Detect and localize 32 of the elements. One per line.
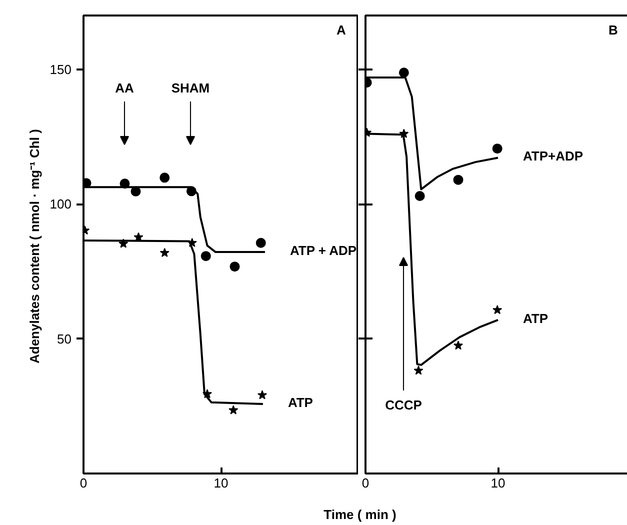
point (414, 191, 425, 201)
point (492, 304, 502, 314)
annotation: CCCP (385, 398, 422, 412)
text: B (608, 22, 618, 38)
point (256, 238, 266, 248)
y-tick-label: 100 (50, 196, 72, 212)
point (492, 144, 502, 154)
series-label: ATP+ADP (523, 148, 584, 164)
point (160, 172, 170, 183)
y-tick-label: 50 (57, 331, 72, 346)
point (453, 174, 464, 185)
x-tick-label: 10 (214, 476, 228, 490)
point (453, 340, 464, 350)
point (257, 390, 268, 400)
x-tick-label: 0 (80, 476, 88, 490)
x-axis-title: Time ( min ) (324, 506, 396, 524)
point (230, 262, 240, 272)
point (398, 68, 409, 78)
series-label: ATP + ADP (290, 243, 357, 258)
text: A (336, 22, 346, 38)
annotation: SHAM (171, 80, 210, 96)
annotation: AA (115, 80, 134, 96)
point (414, 366, 424, 375)
y-axis-title: Adenylates content ( nmol · mg⁻¹ Chl ) (26, 129, 42, 364)
x-tick-label: 10 (490, 476, 506, 490)
point (200, 251, 211, 262)
point (160, 248, 170, 257)
x-tick-label: 0 (362, 476, 370, 490)
series-label: ATP (523, 310, 548, 326)
point (228, 405, 238, 414)
y-tick-label: 150 (50, 62, 72, 77)
series-label: ATP (288, 394, 314, 410)
